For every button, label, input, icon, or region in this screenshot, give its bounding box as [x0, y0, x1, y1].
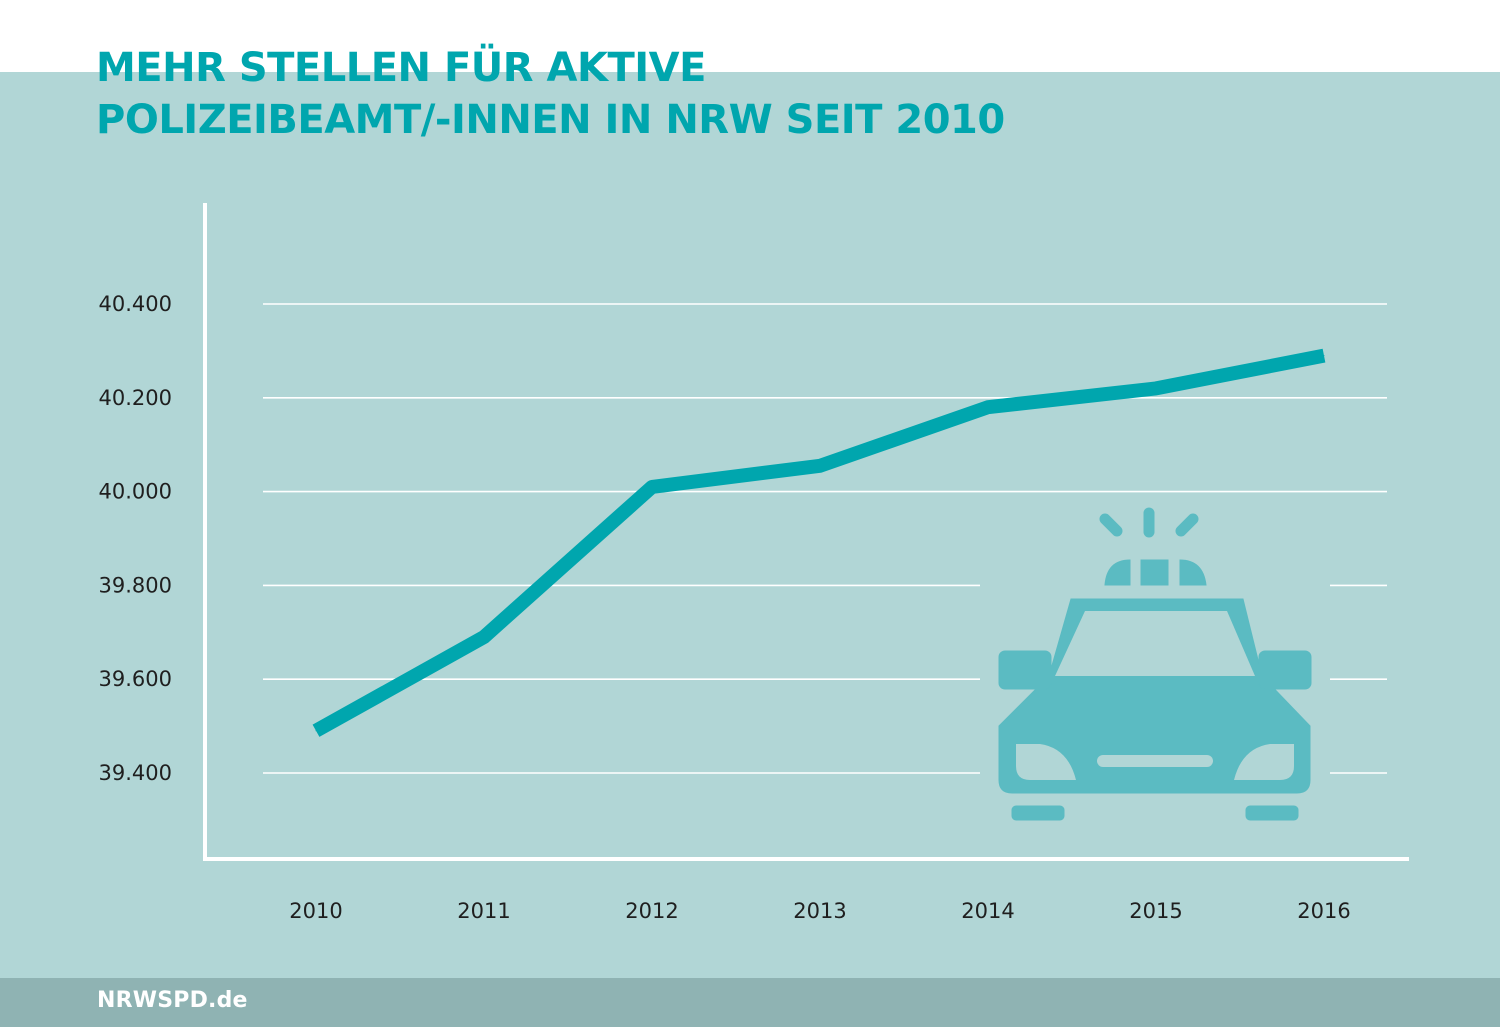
chart-title-line-2: POLIZEIBEAMT/-INNEN IN NRW SEIT 2010 [96, 97, 1005, 143]
x-tick-label: 2016 [1297, 899, 1350, 923]
data-point [987, 406, 989, 408]
y-tick-label: 40.000 [99, 480, 172, 504]
x-tick-label: 2015 [1129, 899, 1182, 923]
x-tick-label: 2014 [961, 899, 1014, 923]
x-tick-label: 2013 [793, 899, 846, 923]
x-axis-tick-labels: 2010 2011 2012 2013 2014 2015 2016 [289, 899, 1350, 923]
footer-brand-text: NRWSPD.de [97, 988, 248, 1013]
chart-title: MEHR STELLEN FÜR AKTIVE POLIZEIBEAMT/-IN… [96, 42, 1005, 146]
data-point [1155, 387, 1157, 389]
y-tick-label: 39.600 [99, 667, 172, 691]
y-tick-label: 39.400 [99, 761, 172, 785]
data-point [651, 486, 653, 488]
series-layer [312, 348, 1326, 737]
data-point [819, 465, 821, 467]
y-tick-label: 40.200 [99, 386, 172, 410]
police-car-icon [980, 507, 1330, 830]
x-tick-label: 2012 [625, 899, 678, 923]
data-point [483, 636, 485, 638]
x-tick-label: 2011 [457, 899, 510, 923]
data-point [1323, 355, 1325, 357]
chart-title-line-1: MEHR STELLEN FÜR AKTIVE [96, 45, 706, 91]
chart-axes [203, 203, 1409, 861]
data-point [315, 730, 317, 732]
y-tick-label: 39.800 [99, 573, 172, 597]
y-axis-tick-labels: 39.400 39.600 39.800 40.000 40.200 40.400 [99, 292, 172, 785]
x-tick-label: 2010 [289, 899, 342, 923]
footer-bar: NRWSPD.de [0, 978, 1500, 1027]
y-tick-label: 40.400 [99, 292, 172, 316]
